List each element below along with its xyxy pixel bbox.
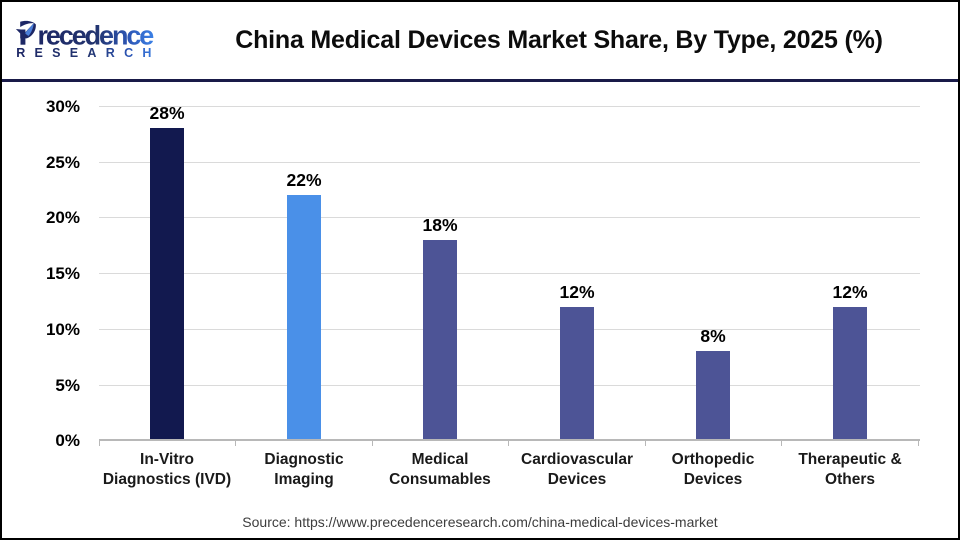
svg-text:RESEARCH: RESEARCH — [16, 46, 161, 60]
svg-text:recedence: recedence — [38, 21, 155, 51]
